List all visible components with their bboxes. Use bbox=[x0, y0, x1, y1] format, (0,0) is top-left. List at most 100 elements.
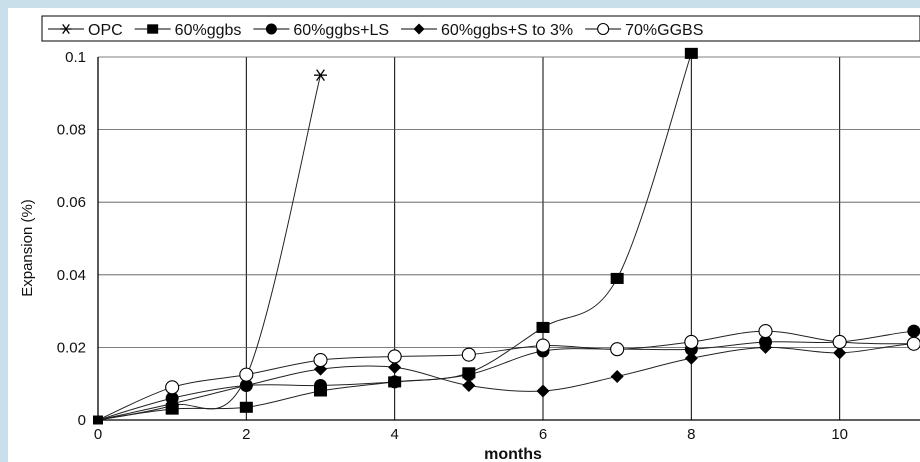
y-tick-label: 0.08 bbox=[57, 122, 86, 139]
legend-marker bbox=[597, 22, 610, 36]
x-tick-label: 4 bbox=[390, 426, 398, 443]
data-point bbox=[313, 353, 328, 368]
data-point bbox=[610, 369, 624, 383]
square-shape bbox=[684, 47, 698, 59]
data-point bbox=[93, 415, 103, 425]
square-shape bbox=[610, 272, 624, 284]
data-point bbox=[387, 349, 402, 364]
grid-lines bbox=[98, 56, 920, 420]
asterisk-stroke bbox=[316, 69, 325, 82]
legend-marker bbox=[147, 24, 159, 34]
legend-item: 60%ggbs bbox=[134, 22, 242, 39]
diamond-shape bbox=[610, 369, 624, 383]
data-point bbox=[388, 375, 402, 389]
legend-marker bbox=[265, 23, 277, 35]
chart-frame: 02468101200.020.040.060.080.1 months Exp… bbox=[8, 8, 920, 462]
diamond-shape bbox=[833, 346, 847, 360]
series-60-ggbs-s-to-3- bbox=[93, 337, 920, 425]
circle-shape bbox=[314, 379, 327, 393]
axes bbox=[97, 57, 920, 421]
legend: OPC 60%ggbs 60%ggbs+LS 60%ggbs+S to 3% 70%GG… bbox=[41, 15, 920, 42]
circle-shape bbox=[388, 375, 402, 389]
square-shape bbox=[93, 415, 103, 425]
data-point bbox=[610, 272, 624, 284]
series-60-ggbs-ls bbox=[93, 324, 920, 425]
data-point bbox=[759, 340, 772, 354]
open-circle-shape bbox=[906, 336, 920, 351]
legend-box bbox=[41, 15, 920, 42]
x-tick-label: 2 bbox=[242, 426, 250, 443]
circle-shape bbox=[907, 324, 920, 338]
data-point bbox=[165, 397, 179, 411]
data-point bbox=[388, 360, 402, 374]
series-line bbox=[97, 75, 321, 421]
data-point bbox=[536, 321, 550, 333]
legend-item: 60%ggbs+LS bbox=[253, 22, 389, 39]
open-circle-shape bbox=[610, 342, 625, 357]
diamond-shape bbox=[388, 360, 402, 374]
legend-label: OPC bbox=[88, 22, 123, 39]
legend-marker bbox=[60, 23, 72, 35]
open-circle-shape bbox=[758, 324, 773, 339]
x-axis-label: months bbox=[484, 446, 542, 462]
diamond-shape bbox=[536, 384, 550, 398]
legend-label: 60%ggbs+LS bbox=[293, 22, 389, 39]
diamond-shape bbox=[413, 23, 425, 35]
open-circle-shape bbox=[597, 22, 610, 36]
data-point bbox=[833, 346, 847, 360]
data-point bbox=[462, 379, 476, 393]
square-shape bbox=[239, 401, 253, 413]
y-tick-label: 0 bbox=[78, 412, 86, 429]
data-point bbox=[535, 338, 551, 353]
data-point bbox=[314, 69, 327, 82]
legend-item: 60%ggbs+S to 3% bbox=[401, 22, 573, 39]
y-tick-label: 0.06 bbox=[57, 194, 86, 211]
diamond-shape bbox=[684, 351, 698, 365]
data-point bbox=[239, 401, 253, 413]
data-point bbox=[684, 47, 698, 59]
y-tick-label: 0.04 bbox=[57, 267, 86, 284]
data-point bbox=[610, 342, 625, 357]
data-point bbox=[536, 384, 550, 398]
data-point bbox=[239, 379, 253, 393]
legend-item: OPC bbox=[48, 22, 123, 39]
data-point bbox=[314, 379, 327, 393]
data-point bbox=[684, 351, 698, 365]
x-tick-label: 10 bbox=[831, 426, 848, 443]
data-point bbox=[684, 334, 699, 350]
tick-labels: 02468101200.020.040.060.080.1 bbox=[57, 49, 848, 443]
legend-label: 70%GGBS bbox=[625, 22, 703, 39]
legend-marker bbox=[413, 23, 425, 35]
data-point bbox=[165, 380, 180, 395]
x-tick-label: 8 bbox=[687, 426, 695, 443]
y-tick-label: 0.1 bbox=[65, 49, 86, 66]
open-circle-shape bbox=[461, 347, 476, 362]
diamond-shape bbox=[759, 340, 772, 354]
open-circle-shape bbox=[239, 367, 254, 382]
open-circle-shape bbox=[832, 334, 847, 350]
y-axis-label: Expansion (%) bbox=[19, 199, 36, 297]
x-tick-label: 0 bbox=[94, 426, 102, 443]
series-layer bbox=[93, 47, 920, 425]
x-tick-label: 6 bbox=[539, 426, 547, 443]
data-point bbox=[907, 324, 920, 338]
asterisk-stroke bbox=[62, 23, 70, 35]
expansion-line-chart: 02468101200.020.040.060.080.1 months Exp… bbox=[19, 15, 920, 462]
legend-label: 60%ggbs+S to 3% bbox=[441, 22, 573, 39]
data-point bbox=[832, 334, 847, 350]
open-circle-shape bbox=[387, 349, 402, 364]
legend-label: 60%ggbs bbox=[175, 22, 242, 39]
open-circle-shape bbox=[535, 338, 551, 353]
diamond-shape bbox=[462, 379, 476, 393]
diamond-shape bbox=[239, 379, 253, 393]
diamond-shape bbox=[165, 397, 179, 411]
open-circle-shape bbox=[165, 380, 180, 395]
data-point bbox=[461, 347, 476, 362]
data-point bbox=[758, 324, 773, 339]
data-point bbox=[239, 367, 254, 382]
circle-shape bbox=[462, 368, 476, 382]
circle-shape bbox=[265, 23, 277, 35]
square-shape bbox=[147, 24, 159, 34]
series-line bbox=[97, 329, 920, 421]
series-70-ggbs bbox=[93, 324, 920, 425]
